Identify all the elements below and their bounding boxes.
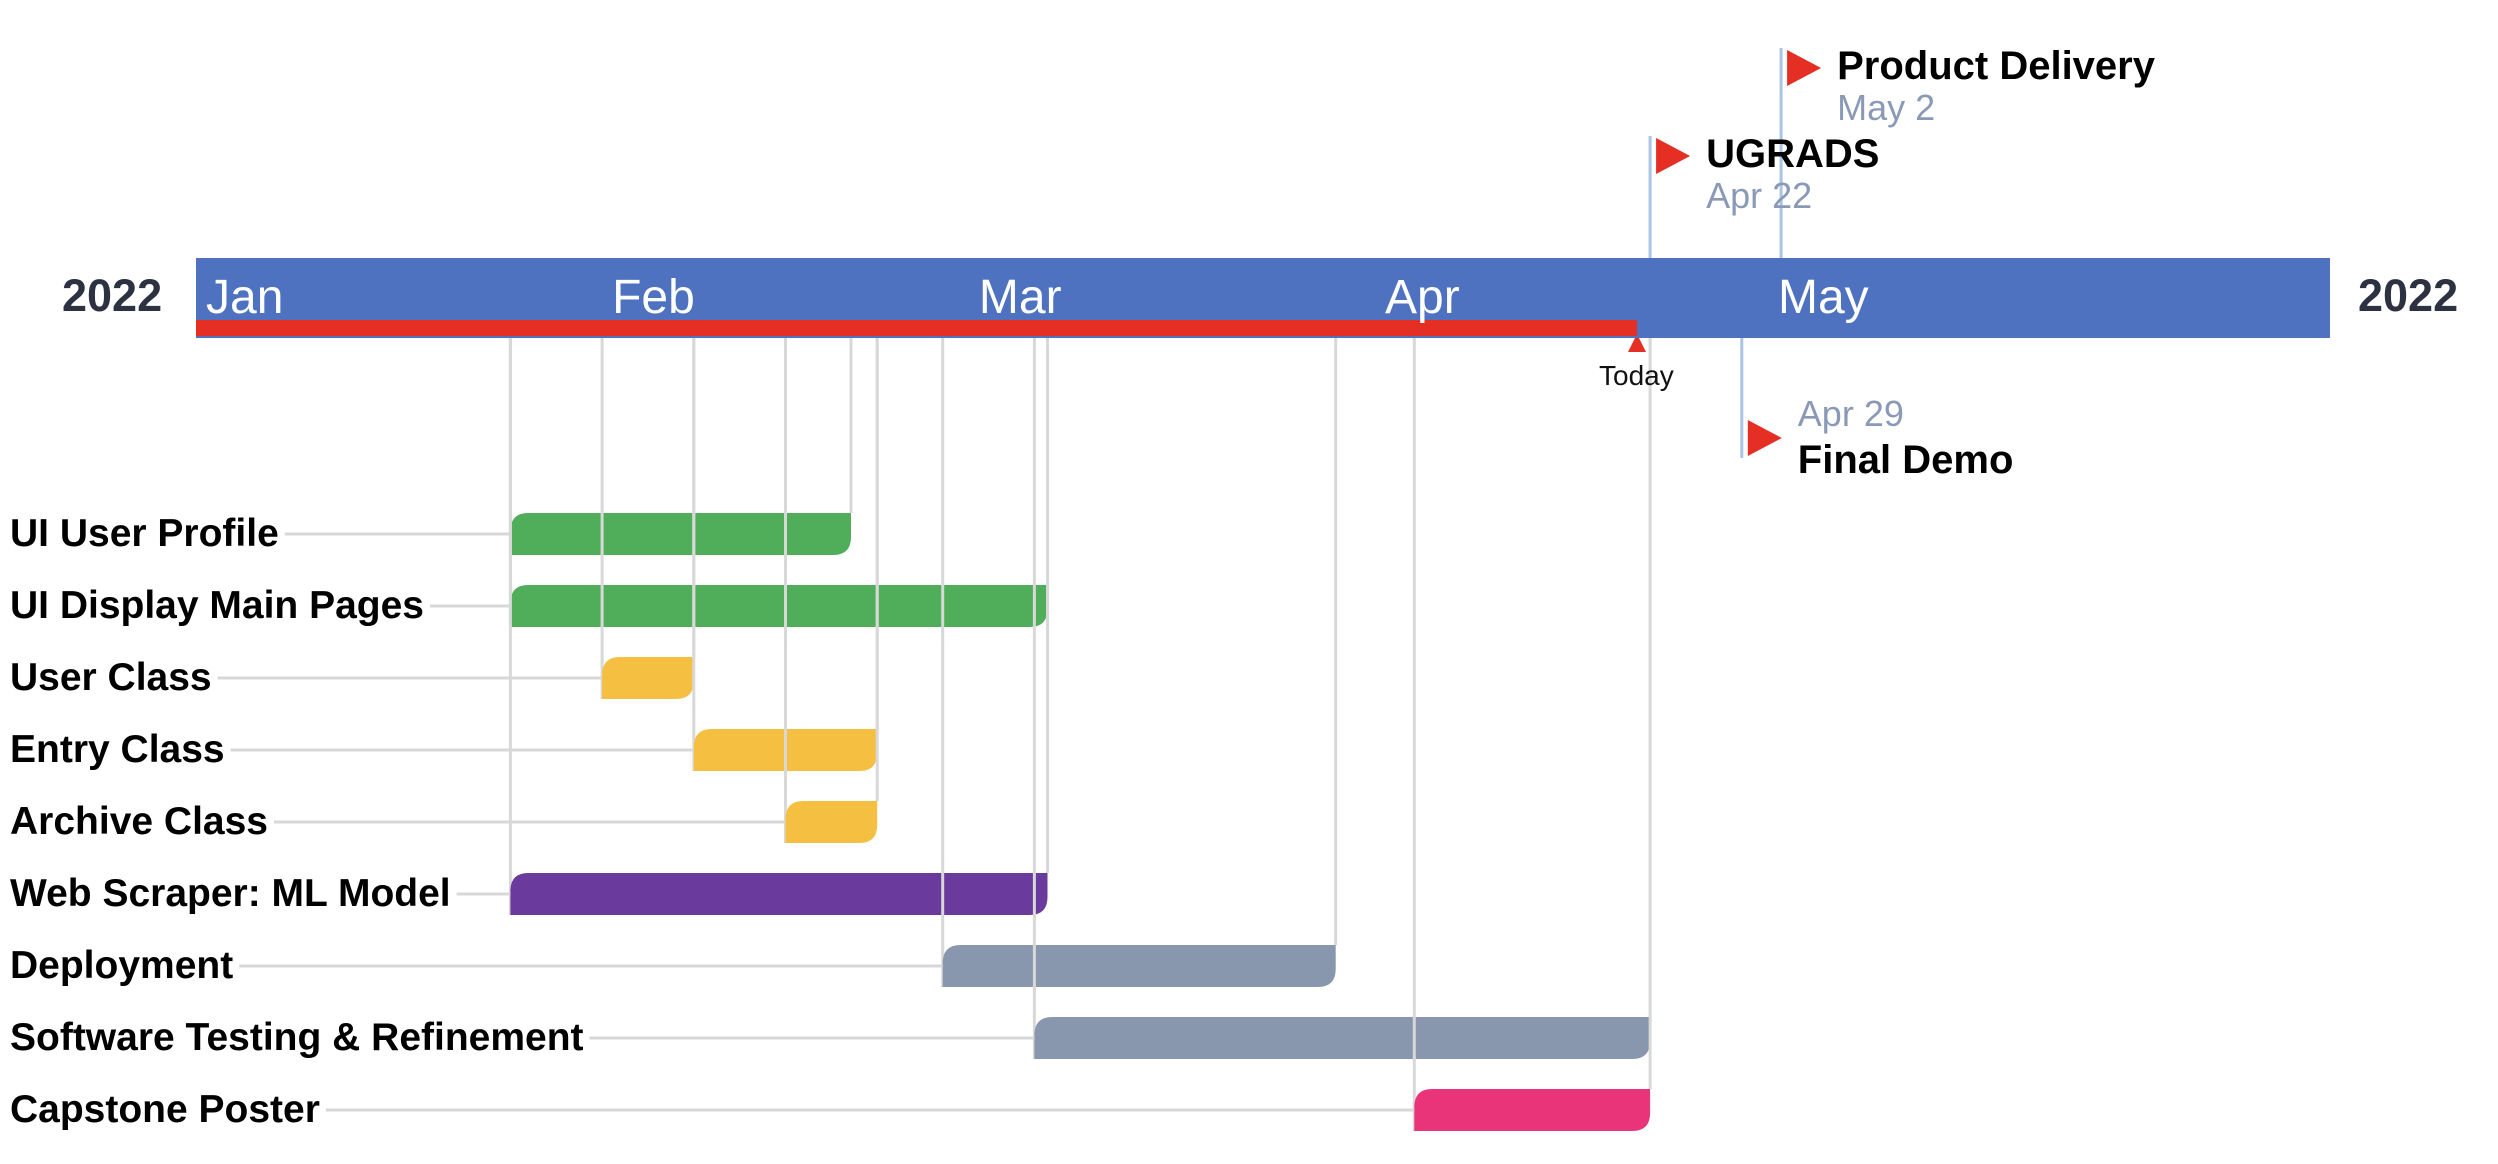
task-label-deployment: Deployment — [10, 944, 234, 987]
milestone-name-product-delivery: Product Delivery — [1837, 44, 2155, 88]
today-label: Today — [1599, 360, 1674, 391]
milestone-name-final-demo: Final Demo — [1797, 438, 2014, 482]
task-label-archive-class: Archive Class — [10, 800, 268, 843]
task-bar-capstone-poster — [1414, 1089, 1651, 1131]
task-label-ui-user-profile: UI User Profile — [10, 512, 279, 555]
task-label-capstone-poster: Capstone Poster — [10, 1088, 320, 1131]
milestone-date-product-delivery: May 2 — [1837, 87, 1936, 128]
today-marker — [1628, 334, 1646, 352]
month-label-feb: Feb — [612, 271, 695, 324]
task-label-ui-display-main-pages: UI Display Main Pages — [10, 584, 424, 627]
month-label-may: May — [1778, 271, 1869, 324]
task-bar-software-testing-refinement — [1034, 1017, 1651, 1059]
task-bar-user-class — [602, 657, 694, 699]
today-progress-bar — [196, 320, 1637, 336]
month-label-jan: Jan — [206, 271, 284, 324]
task-bar-deployment — [942, 945, 1336, 987]
milestone-date-ugrads: Apr 22 — [1706, 175, 1813, 216]
task-label-user-class: User Class — [10, 656, 212, 699]
milestone-flag-product-delivery — [1787, 50, 1822, 86]
task-bar-ui-user-profile — [510, 513, 851, 555]
task-bar-ui-display-main-pages — [510, 585, 1048, 627]
task-label-software-testing-refinement: Software Testing & Refinement — [10, 1016, 584, 1059]
month-label-mar: Mar — [978, 271, 1062, 324]
milestone-flag-ugrads — [1656, 138, 1691, 174]
year-label-right: 2022 — [2358, 270, 2459, 321]
month-label-apr: Apr — [1385, 271, 1460, 324]
task-label-web-scraper-ml-model: Web Scraper: ML Model — [10, 872, 451, 915]
year-label-left: 2022 — [62, 270, 163, 321]
milestone-name-ugrads: UGRADS — [1706, 132, 1880, 176]
task-bar-archive-class — [785, 801, 878, 843]
task-bar-web-scraper-ml-model — [510, 873, 1048, 915]
milestone-date-final-demo: Apr 29 — [1797, 393, 1904, 434]
task-label-entry-class: Entry Class — [10, 728, 225, 771]
milestone-flag-final-demo — [1747, 420, 1782, 456]
